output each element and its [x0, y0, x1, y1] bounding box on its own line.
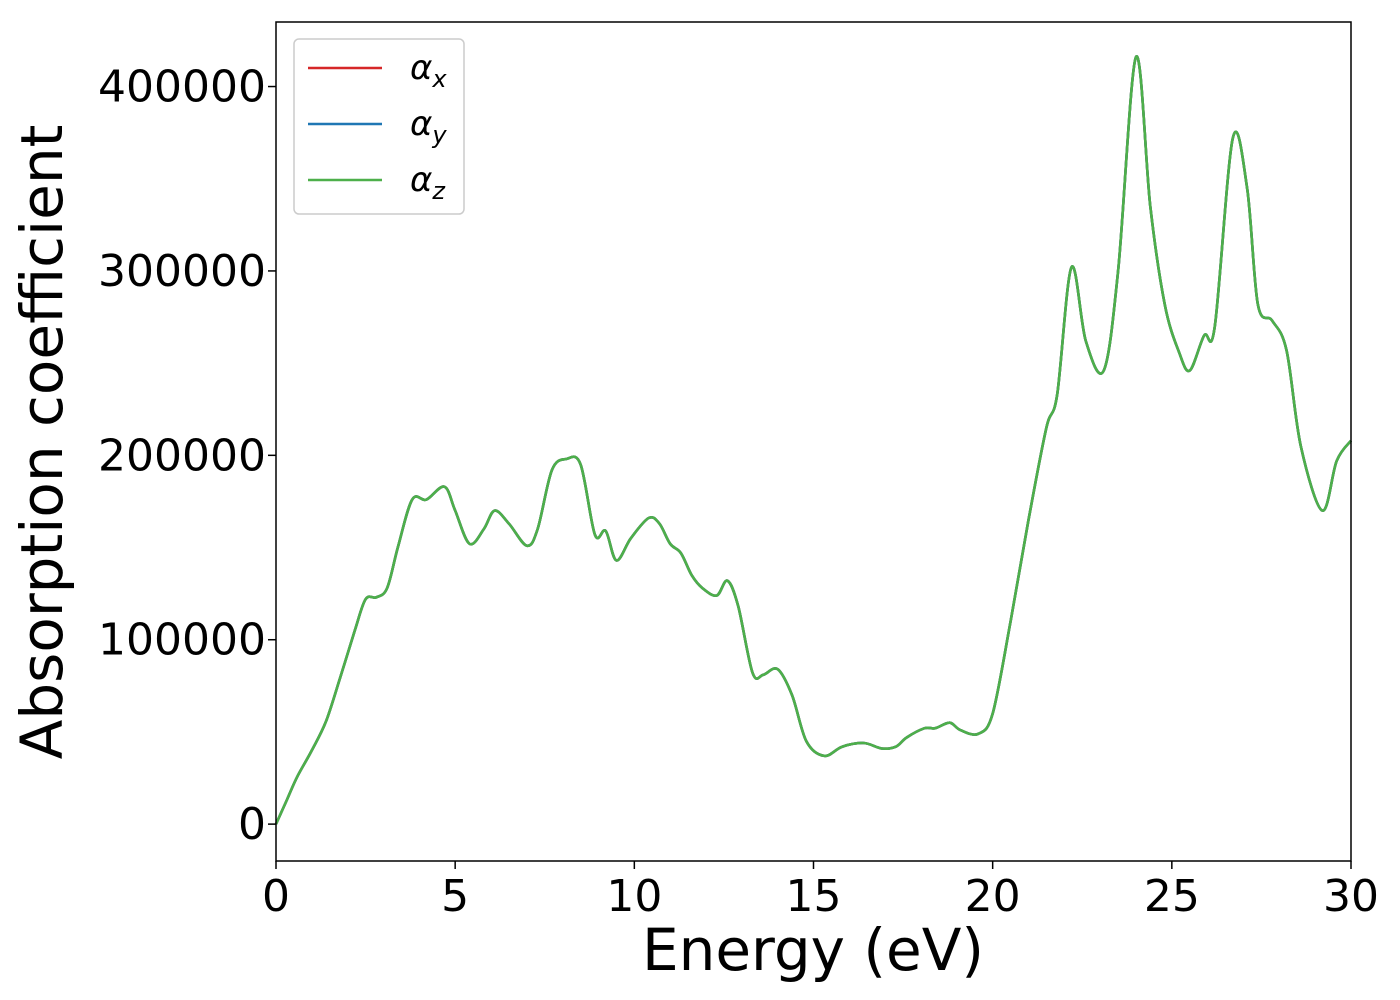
y-tick-label: 200000 [98, 430, 266, 481]
series-layer [274, 55, 1353, 825]
x-tick-label: 5 [441, 871, 469, 922]
x-axis-ticks: 0 5 10 15 20 25 30 [262, 861, 1379, 922]
x-tick-label: 20 [965, 871, 1021, 922]
legend-box [293, 38, 465, 215]
legend-label: αz [410, 160, 446, 205]
y-tick-label: 400000 [98, 62, 266, 113]
y-tick-label: 100000 [98, 615, 266, 666]
y-tick-label: 300000 [98, 246, 266, 297]
series-line-z [274, 55, 1353, 825]
legend: αx αy αz [293, 38, 465, 215]
x-tick-label: 30 [1323, 871, 1379, 922]
x-tick-label: 25 [1144, 871, 1200, 922]
x-tick-label: 10 [606, 871, 662, 922]
legend-label: αx [410, 48, 447, 93]
y-tick-label: 0 [238, 799, 266, 850]
legend-label: αy [410, 104, 447, 149]
y-axis-title: Absorption coefficient [8, 125, 76, 760]
x-axis-title: Energy (eV) [642, 916, 984, 984]
x-tick-label: 0 [262, 871, 290, 922]
x-tick-label: 15 [786, 871, 842, 922]
y-axis-ticks: 0 100000 200000 300000 400000 [98, 62, 276, 850]
